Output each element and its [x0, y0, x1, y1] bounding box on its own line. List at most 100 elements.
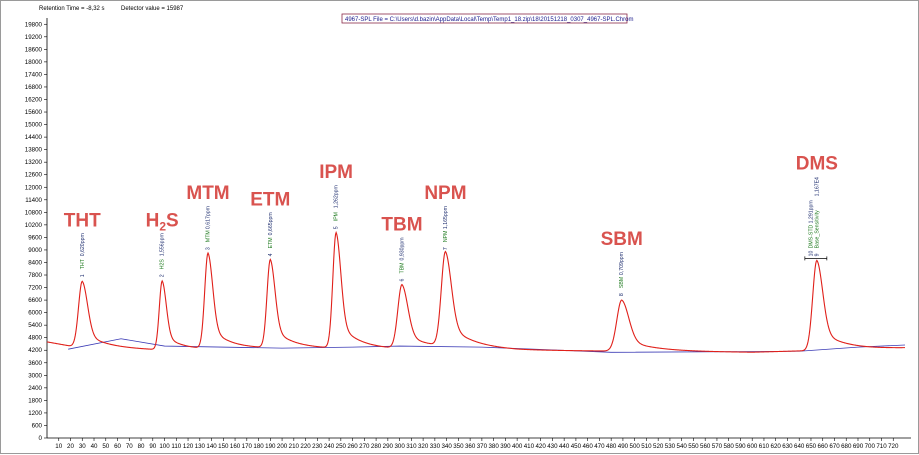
peak-amount: 0,620ppm	[80, 233, 86, 256]
x-tick-label: 310	[406, 443, 417, 450]
peak-amount: 1,262ppm	[334, 185, 340, 208]
x-tick-label: 560	[700, 443, 711, 450]
x-tick-label: 120	[183, 443, 194, 450]
peak-label: ETM	[250, 189, 290, 210]
peak-number: 6	[399, 278, 405, 281]
peak-number: 5	[334, 226, 340, 229]
x-tick-label: 20	[67, 443, 74, 450]
x-tick-label: 440	[559, 443, 570, 450]
x-tick-label: 460	[582, 443, 593, 450]
file-info-text: 4967-SPL File = C:\Users\d.bazin\AppData…	[345, 17, 633, 23]
y-tick-label: 0	[39, 435, 43, 442]
x-tick-label: 670	[829, 443, 840, 450]
peak-etm: 4 ETM 0,665ppm ETM	[250, 189, 290, 256]
peak-compound: THT	[80, 258, 86, 269]
x-tick-label: 390	[500, 443, 511, 450]
x-tick-label: 100	[159, 443, 170, 450]
x-tick-label: 50	[102, 443, 109, 450]
peak-compound: MTM	[206, 230, 212, 242]
peak-label: IPM	[319, 162, 353, 183]
x-tick-label: 60	[114, 443, 121, 450]
y-tick-label: 18000	[25, 59, 43, 66]
x-tick-label: 370	[477, 443, 488, 450]
x-tick-label: 680	[841, 443, 852, 450]
peak-tht: 1 THT 0,620ppm THT	[64, 210, 101, 277]
y-tick-label: 7800	[28, 272, 42, 279]
x-tick-label: 660	[818, 443, 829, 450]
x-tick-label: 230	[312, 443, 323, 450]
x-tick-label: 450	[571, 443, 582, 450]
y-tick-label: 8400	[28, 259, 42, 266]
peak-amount: 0,930ppm	[399, 237, 405, 260]
integration-baseline	[68, 338, 906, 353]
signal-trace	[46, 230, 905, 353]
y-tick-label: 16200	[25, 96, 43, 103]
y-tick-label: 14400	[25, 134, 43, 141]
x-tick-label: 30	[79, 443, 86, 450]
x-tick-label: 360	[465, 443, 476, 450]
peak-dms: 9 Base_Sensitivity 1,167E4 10 DMS-STD 1,291pp…	[796, 153, 838, 261]
peak-amount: 0,709ppm	[619, 252, 625, 275]
x-tick-label: 280	[371, 443, 382, 450]
y-tick-label: 12600	[25, 172, 43, 179]
x-tick-label: 580	[724, 443, 735, 450]
peak-npm: 7 NPM 1,165ppm NPM	[424, 183, 466, 250]
retention-time-readout: Retention Time = -8,32 s	[39, 6, 105, 12]
x-tick-label: 130	[195, 443, 206, 450]
x-tick-label: 550	[688, 443, 699, 450]
y-tick-label: 13200	[25, 159, 43, 166]
x-tick-label: 490	[618, 443, 629, 450]
x-tick-label: 180	[253, 443, 264, 450]
y-tick-label: 4200	[28, 347, 42, 354]
x-tick-label: 320	[418, 443, 429, 450]
x-tick-label: 70	[126, 443, 133, 450]
x-tick-label: 600	[747, 443, 758, 450]
peak-number: 2	[160, 274, 166, 277]
x-tick-label: 510	[641, 443, 652, 450]
peak-sbm: 8 SBM 0,709ppm SBM	[601, 229, 643, 296]
peak-tbm: 6 TBM 0,930ppm TBM	[381, 214, 422, 281]
y-tick-label: 2400	[28, 385, 42, 392]
peak-label: SBM	[601, 229, 643, 250]
y-tick-label: 19800	[25, 21, 43, 28]
peak-number: 4	[268, 253, 274, 256]
y-tick-label: 6600	[28, 297, 42, 304]
x-tick-label: 10	[55, 443, 62, 450]
x-tick-label: 700	[865, 443, 876, 450]
peak-number: 7	[443, 247, 449, 250]
x-tick-label: 690	[853, 443, 864, 450]
file-info-box	[341, 13, 628, 24]
x-tick-label: 710	[876, 443, 887, 450]
x-tick-label: 400	[512, 443, 523, 450]
x-tick-label: 620	[771, 443, 782, 450]
y-tick-label: 3600	[28, 360, 42, 367]
peak-amount-secondary: 1,291ppm	[808, 200, 814, 223]
signal-layer	[46, 230, 905, 353]
x-tick-label: 430	[547, 443, 558, 450]
x-tick-label: 240	[324, 443, 335, 450]
x-tick-label: 630	[782, 443, 793, 450]
y-tick-label: 15600	[25, 109, 43, 116]
x-tick-label: 480	[606, 443, 617, 450]
peak-annotations: 1THT0,620ppmTHT2H2S1,556ppmH2S3MTM0,617p…	[64, 153, 838, 296]
x-tick-label: 590	[735, 443, 746, 450]
x-tick-label: 200	[277, 443, 288, 450]
x-tick-label: 220	[300, 443, 311, 450]
x-tick-label: 330	[430, 443, 441, 450]
peak-number-secondary: 10	[808, 251, 814, 257]
x-tick-label: 500	[630, 443, 641, 450]
y-tick-label: 10800	[25, 209, 43, 216]
x-tick-label: 540	[677, 443, 688, 450]
y-tick-label: 16800	[25, 84, 43, 91]
y-tick-label: 17400	[25, 71, 43, 78]
x-tick-label: 610	[759, 443, 770, 450]
x-tick-label: 250	[336, 443, 347, 450]
y-tick-label: 11400	[25, 197, 42, 204]
detector-value-readout: Detector value = 15987	[121, 6, 184, 12]
y-tick-label: 15000	[25, 122, 43, 129]
peak-compound: SBM	[619, 277, 625, 288]
x-tick-label: 290	[383, 443, 394, 450]
x-tick-label: 380	[488, 443, 499, 450]
y-tick-label: 12000	[25, 184, 43, 191]
